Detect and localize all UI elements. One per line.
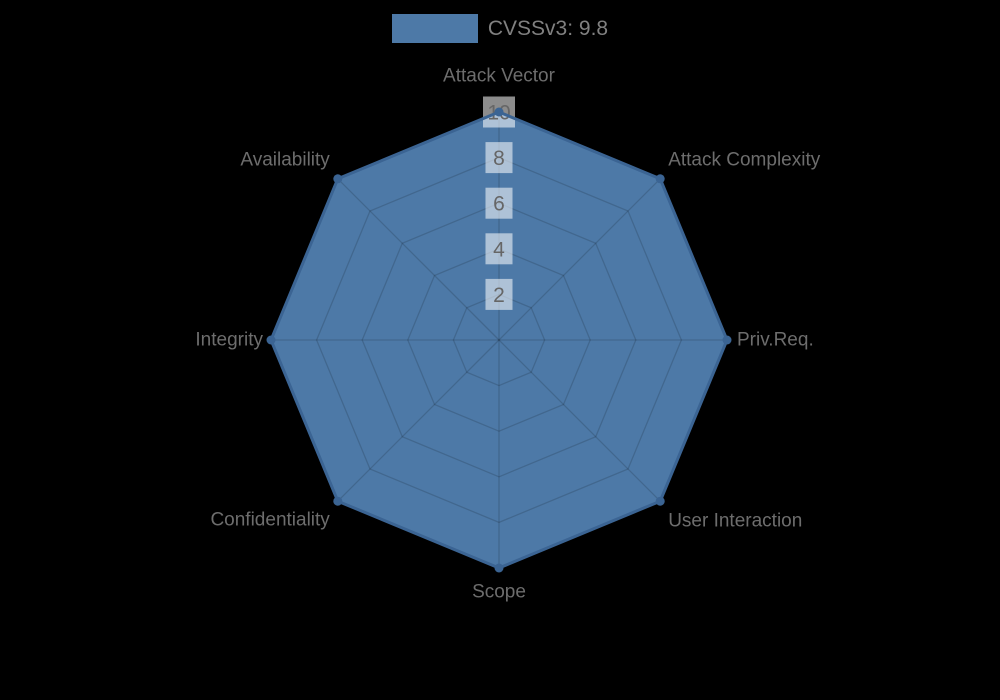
- axis-label-confidentiality: Confidentiality: [210, 510, 330, 531]
- axis-label-availability: Availability: [240, 149, 330, 170]
- radar-grid-ring: [361, 202, 637, 478]
- radar-grid-ring: [315, 156, 683, 524]
- radar-axis-line: [498, 339, 661, 502]
- axis-label-integrity: Integrity: [195, 330, 263, 351]
- radar-data-fill: [271, 112, 727, 568]
- legend-item-cvssv3[interactable]: CVSSv3: 9.8: [391, 14, 609, 43]
- radar-data-point: [655, 496, 665, 506]
- tick-label: 8: [493, 147, 505, 170]
- chart-legend: CVSSv3: 9.8: [0, 14, 1000, 43]
- tick-backdrop: [485, 278, 513, 310]
- axis-label-attack-vector: Attack Vector: [443, 66, 556, 87]
- radar-data-point: [494, 107, 504, 117]
- tick-label: 4: [493, 238, 505, 261]
- tick-backdrop: [485, 233, 513, 265]
- radar-data-point: [494, 563, 504, 573]
- radar-axis-line: [337, 339, 500, 502]
- axis-label-scope: Scope: [472, 582, 526, 603]
- radar-grid-ring: [407, 248, 591, 432]
- axis-label-priv-req: Priv.Req.: [737, 330, 814, 351]
- legend-label: CVSSv3: 9.8: [487, 17, 609, 40]
- axis-label-user-interaction: User Interaction: [668, 511, 802, 532]
- legend-swatch: [391, 14, 478, 43]
- radar-data-point: [655, 174, 665, 184]
- radar-axis-line: [498, 178, 661, 341]
- radar-data-point: [333, 174, 343, 184]
- radar-data-point: [333, 496, 343, 506]
- tick-backdrop: [485, 142, 513, 174]
- radar-grid-ring: [452, 293, 546, 387]
- radar-data-point: [722, 335, 732, 345]
- tick-backdrop: [485, 187, 513, 219]
- radar-axis-line: [337, 178, 500, 341]
- tick-label: 6: [493, 193, 505, 216]
- tick-label: 2: [493, 284, 505, 307]
- axis-label-attack-complexity: Attack Complexity: [668, 149, 821, 170]
- radar-data-point: [266, 335, 276, 345]
